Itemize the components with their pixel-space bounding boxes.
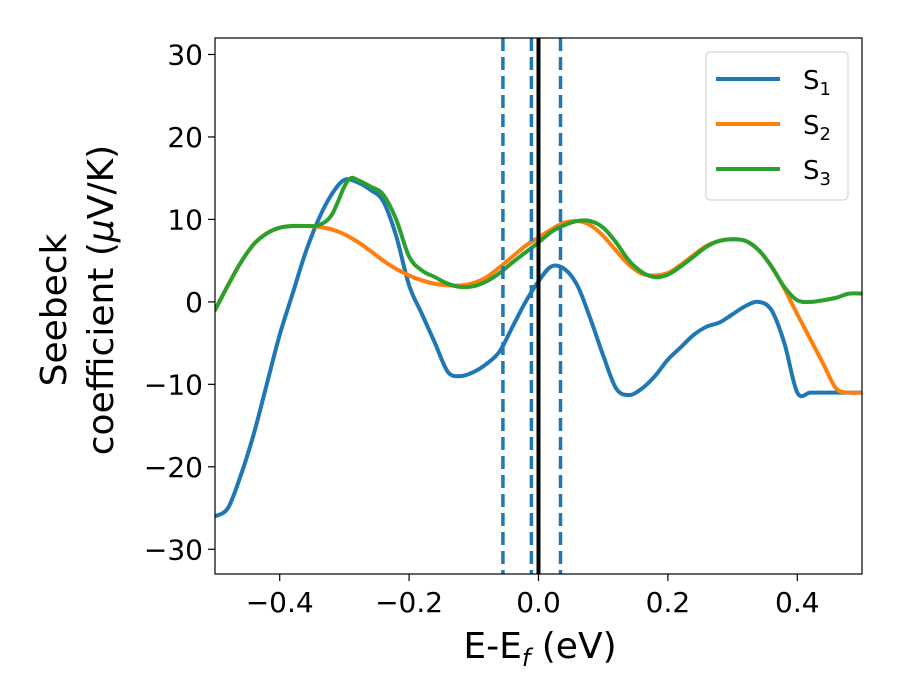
y-tick-label: −20: [144, 451, 203, 484]
y-tick-label: −10: [144, 368, 203, 401]
x-axis: −0.4 −0.2 0.0 0.2 0.4: [246, 574, 820, 619]
y-tick-label: 10: [167, 203, 203, 236]
x-tick-label: 0.0: [516, 586, 561, 619]
y-tick-label: 20: [167, 121, 203, 154]
x-tick-label: 0.2: [646, 586, 691, 619]
x-axis-label: E-Ef (eV): [463, 626, 616, 672]
y-axis-label-line1: Seebeck: [34, 233, 75, 386]
legend: S1 S2 S3: [705, 51, 849, 201]
legend-label-s1: S1: [803, 66, 831, 100]
y-axis: −30 −20 −10 0 10 20 30: [144, 38, 215, 566]
x-tick-label: −0.4: [246, 586, 314, 619]
y-tick-label: −30: [144, 533, 203, 566]
y-tick-label: 30: [167, 38, 203, 71]
x-tick-label: −0.2: [375, 586, 443, 619]
y-axis-label-line2: coefficient (μV/K): [81, 145, 122, 455]
x-tick-label: 0.4: [775, 586, 820, 619]
vertical-markers: [501, 38, 563, 574]
y-tick-label: 0: [185, 286, 203, 319]
legend-label-s2: S2: [803, 111, 831, 145]
y-axis-label: Seebeck coefficient (μV/K): [34, 145, 122, 455]
legend-label-s3: S3: [803, 156, 831, 190]
